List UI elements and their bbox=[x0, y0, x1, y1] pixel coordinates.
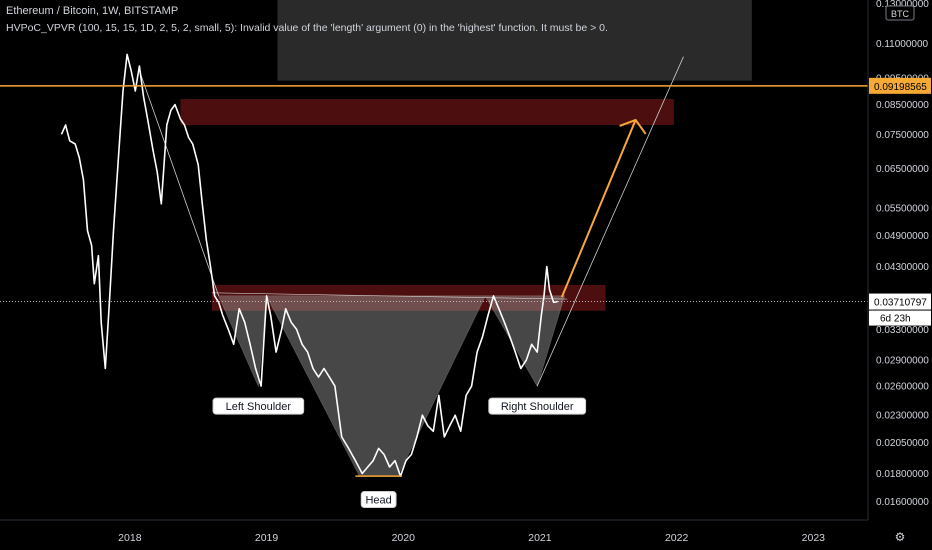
y-tick-label-6: 0.06500000 bbox=[876, 164, 929, 175]
y-tick-label-11: 0.02900000 bbox=[876, 356, 929, 367]
y-tick-label-15: 0.01800000 bbox=[876, 469, 929, 480]
target-price-badge-label: 0.09198565 bbox=[874, 82, 927, 93]
annotations-layer: Left Shoulder Head Right Shoulder bbox=[212, 397, 587, 509]
symbol-title: Ethereum / Bitcoin, 1W, BITSTAMP bbox=[6, 5, 179, 17]
hlines-layer bbox=[0, 85, 868, 477]
annotation-box-2 bbox=[360, 491, 397, 509]
y-tick-label-8: 0.04900000 bbox=[876, 231, 929, 242]
x-tick-label-4: 2021 bbox=[528, 532, 552, 544]
y-tick-label-4: 0.08500000 bbox=[876, 100, 929, 111]
current-price-badge bbox=[869, 293, 931, 310]
currency-badge bbox=[885, 5, 915, 21]
countdown-badge bbox=[869, 310, 931, 326]
annotation-box-1 bbox=[212, 397, 305, 415]
y-tick-label-5: 0.07500000 bbox=[876, 130, 929, 141]
countdown-badge-label: 6d 23h bbox=[880, 314, 911, 325]
x-tick-label-1: 2018 bbox=[118, 532, 142, 544]
annotation-label-1: Left Shoulder bbox=[226, 401, 292, 413]
y-tick-label-13: 0.02300000 bbox=[876, 411, 929, 422]
annotation-label-3: Right Shoulder bbox=[501, 401, 574, 413]
annotation-label-2: Head bbox=[365, 495, 391, 507]
projection-arrow-head bbox=[619, 118, 647, 135]
x-tick-label-6: 2023 bbox=[802, 532, 826, 544]
price-layer bbox=[60, 53, 647, 477]
y-tick-label-10: 0.03300000 bbox=[876, 325, 929, 336]
y-tick-label-1: 0.13000000 bbox=[876, 0, 929, 10]
projection-arrow-shaft bbox=[560, 119, 637, 298]
x-tick-label-3: 2020 bbox=[392, 532, 416, 544]
zones-layer bbox=[180, 0, 752, 311]
gear-icon: ⚙ bbox=[895, 530, 906, 544]
target-price-badge bbox=[869, 77, 931, 94]
resistance-zone-1 bbox=[180, 99, 674, 126]
current-price-badge-label: 0.03710797 bbox=[874, 298, 927, 309]
resistance-zone-2 bbox=[211, 284, 606, 311]
neckline bbox=[211, 292, 568, 300]
x-tick-label-2: 2019 bbox=[255, 532, 279, 544]
y-tick-label-9: 0.04300000 bbox=[876, 262, 929, 273]
y-tick-label-7: 0.05500000 bbox=[876, 204, 929, 215]
y-tick-label-14: 0.02050000 bbox=[876, 438, 929, 449]
trend-line-descending bbox=[139, 70, 220, 297]
price-line bbox=[60, 53, 558, 477]
head-shoulders-pattern bbox=[218, 294, 566, 477]
currency-badge-label: BTC bbox=[891, 9, 910, 19]
y-tick-label-16: 0.01600000 bbox=[876, 497, 929, 508]
x-tick-label-5: 2022 bbox=[665, 532, 689, 544]
annotation-box-3 bbox=[488, 397, 587, 415]
y-tick-label-12: 0.02600000 bbox=[876, 382, 929, 393]
top-highlight-rect bbox=[277, 0, 752, 81]
indicator-error-line: HVPoC_VPVR (100, 15, 15, 1D, 2, 5, 2, sm… bbox=[6, 22, 608, 34]
y-tick-label-2: 0.11000000 bbox=[876, 39, 929, 50]
trend-line-ascending bbox=[536, 56, 684, 387]
